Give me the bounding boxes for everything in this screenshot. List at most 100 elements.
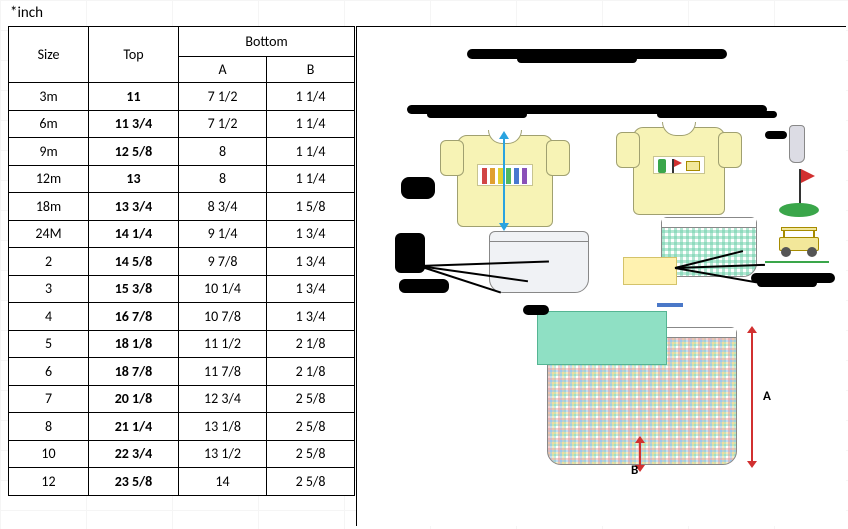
table-cell: 6 [9, 358, 89, 386]
table-cell: 9 7/8 [179, 248, 267, 276]
redaction-scribble [395, 233, 425, 273]
table-cell: 3 [9, 275, 89, 303]
table-cell: 13 1/8 [179, 413, 267, 441]
table-row: 18m13 3/48 3/41 5/8 [9, 193, 355, 221]
table-cell: 1 1/4 [267, 165, 355, 193]
table-cell: 1 3/4 [267, 303, 355, 331]
shorts-dimension-diagram: A B [527, 311, 787, 491]
table-row: 214 5/89 7/81 3/4 [9, 248, 355, 276]
dimension-a-label: A [763, 389, 771, 404]
dimension-a-arrow-icon [751, 331, 753, 463]
table-cell: 10 [9, 440, 89, 468]
table-row: 416 7/810 7/81 3/4 [9, 303, 355, 331]
table-cell: 10 1/4 [179, 275, 267, 303]
table-row: 12m1381 1/4 [9, 165, 355, 193]
tshirt-patch-crayons [477, 164, 533, 186]
blue-dash-icon [657, 303, 683, 307]
table-cell: 20 1/8 [89, 385, 179, 413]
table-cell: 12 [9, 468, 89, 496]
table-row: 518 1/811 1/22 1/8 [9, 330, 355, 358]
table-cell: 22 3/4 [89, 440, 179, 468]
header-top: Top [89, 27, 179, 83]
redaction-scribble [517, 55, 637, 63]
table-cell: 11 1/2 [179, 330, 267, 358]
table-cell: 2 5/8 [267, 385, 355, 413]
header-b: B [267, 57, 355, 83]
table-cell: 1 1/4 [267, 83, 355, 111]
table-cell: 11 7/8 [179, 358, 267, 386]
table-cell: 7 1/2 [179, 83, 267, 111]
table-cell: 8 [179, 165, 267, 193]
top-length-arrow-icon [503, 137, 505, 225]
table-cell: 2 5/8 [267, 440, 355, 468]
tshirt-icon [633, 127, 725, 215]
table-row: 24M14 1/49 1/41 3/4 [9, 220, 355, 248]
table-cell: 8 [9, 413, 89, 441]
golf-green-icon [779, 203, 819, 217]
golf-bag-icon [789, 125, 805, 163]
table-cell: 9m [9, 138, 89, 166]
mint-overlay [537, 311, 667, 365]
grass-line-icon [765, 261, 829, 263]
table-cell: 16 7/8 [89, 303, 179, 331]
table-cell: 6m [9, 110, 89, 138]
table-cell: 14 5/8 [89, 248, 179, 276]
table-cell: 14 [179, 468, 267, 496]
unit-label: *inch [10, 4, 43, 22]
size-chart-table: Size Top Bottom A B 3m117 1/21 1/46m11 3… [8, 26, 355, 496]
table-cell: 13 [89, 165, 179, 193]
table-row: 1022 3/413 1/22 5/8 [9, 440, 355, 468]
table-cell: 1 5/8 [267, 193, 355, 221]
table-cell: 13 3/4 [89, 193, 179, 221]
header-bottom: Bottom [179, 27, 355, 57]
table-cell: 2 1/8 [267, 330, 355, 358]
table-row: 6m11 3/47 1/21 1/4 [9, 110, 355, 138]
table-cell: 7 [9, 385, 89, 413]
outfit-golf [615, 127, 805, 297]
outfit-crayon [427, 135, 597, 295]
table-cell: 21 1/4 [89, 413, 179, 441]
table-cell: 2 1/8 [267, 358, 355, 386]
table-row: 315 3/810 1/41 3/4 [9, 275, 355, 303]
header-size: Size [9, 27, 89, 83]
table-cell: 3m [9, 83, 89, 111]
redaction-scribble [401, 177, 435, 199]
table-row: 3m117 1/21 1/4 [9, 83, 355, 111]
redaction-scribble [523, 305, 549, 315]
redaction-scribble [399, 279, 449, 293]
table-cell: 8 3/4 [179, 193, 267, 221]
table-cell: 7 1/2 [179, 110, 267, 138]
table-cell: 5 [9, 330, 89, 358]
table-cell: 18m [9, 193, 89, 221]
table-row: 1223 5/8142 5/8 [9, 468, 355, 496]
table-cell: 12 3/4 [179, 385, 267, 413]
table-row: 9m12 5/881 1/4 [9, 138, 355, 166]
table-cell: 12m [9, 165, 89, 193]
tshirt-patch-golf [653, 156, 705, 174]
dimension-b-arrow-icon [639, 441, 641, 467]
table-cell: 11 3/4 [89, 110, 179, 138]
table-cell: 4 [9, 303, 89, 331]
redaction-scribble [657, 111, 777, 118]
header-a: A [179, 57, 267, 83]
golf-cart-icon [777, 227, 821, 257]
table-cell: 1 1/4 [267, 138, 355, 166]
table-cell: 12 5/8 [89, 138, 179, 166]
redaction-scribble [757, 279, 817, 287]
table-cell: 1 3/4 [267, 275, 355, 303]
table-cell: 1 3/4 [267, 220, 355, 248]
illustration-panel: A B [356, 26, 846, 526]
table-cell: 23 5/8 [89, 468, 179, 496]
table-cell: 2 [9, 248, 89, 276]
table-cell: 14 1/4 [89, 220, 179, 248]
table-cell: 11 [89, 83, 179, 111]
table-cell: 18 1/8 [89, 330, 179, 358]
table-cell: 1 3/4 [267, 248, 355, 276]
table-cell: 9 1/4 [179, 220, 267, 248]
table-cell: 13 1/2 [179, 440, 267, 468]
table-cell: 8 [179, 138, 267, 166]
table-cell: 24M [9, 220, 89, 248]
product-badge [623, 257, 677, 285]
table-cell: 10 7/8 [179, 303, 267, 331]
table-cell: 15 3/8 [89, 275, 179, 303]
